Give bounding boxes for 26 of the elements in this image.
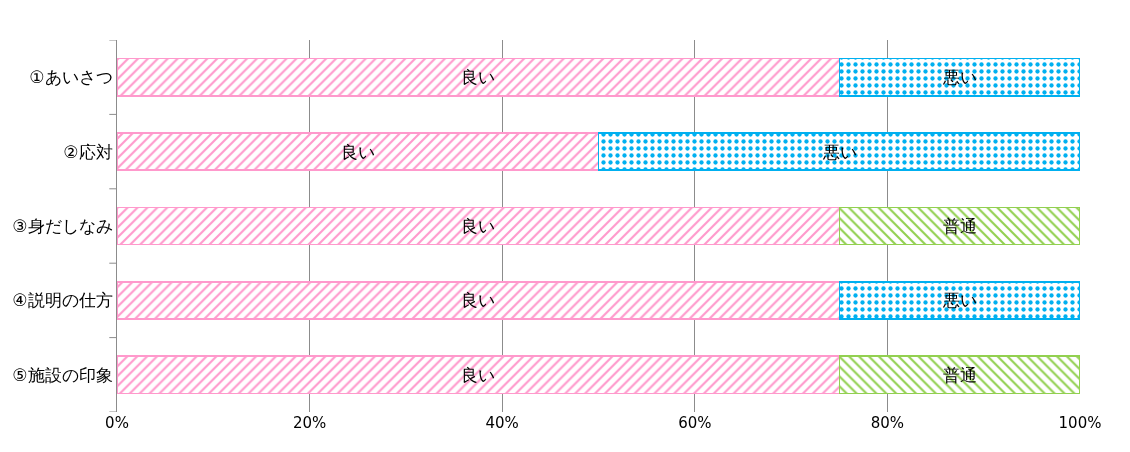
text: 良い xyxy=(461,67,496,88)
bar xyxy=(117,132,600,171)
y-tick-label: ⑤施設の印象 xyxy=(12,364,113,385)
x-tick-label: 40% xyxy=(485,414,519,432)
x-tick-label: 20% xyxy=(292,414,327,432)
bar xyxy=(838,57,1080,97)
x-tick-label: 0% xyxy=(105,414,129,432)
bar xyxy=(117,57,840,97)
bar xyxy=(117,281,840,320)
x-tick-label: 80% xyxy=(870,414,905,432)
x-tick-label: 100% xyxy=(1058,414,1102,432)
bar xyxy=(838,281,1080,320)
text: 良い xyxy=(340,141,375,162)
bar xyxy=(838,355,1080,395)
text: 良い xyxy=(461,364,496,385)
y-tick-label: ③身だしなみ xyxy=(12,215,113,236)
bar xyxy=(117,206,840,246)
bar xyxy=(838,206,1080,246)
y-tick-label: ①あいさつ xyxy=(29,67,113,88)
x-tick-label: 60% xyxy=(678,414,712,432)
bar xyxy=(117,355,840,395)
series-label: 良い xyxy=(461,290,496,311)
bar xyxy=(597,132,1080,171)
y-tick-label: ②応対 xyxy=(63,141,113,162)
y-tick-label: ④説明の仕方 xyxy=(12,290,113,311)
text: 良い xyxy=(461,216,496,236)
